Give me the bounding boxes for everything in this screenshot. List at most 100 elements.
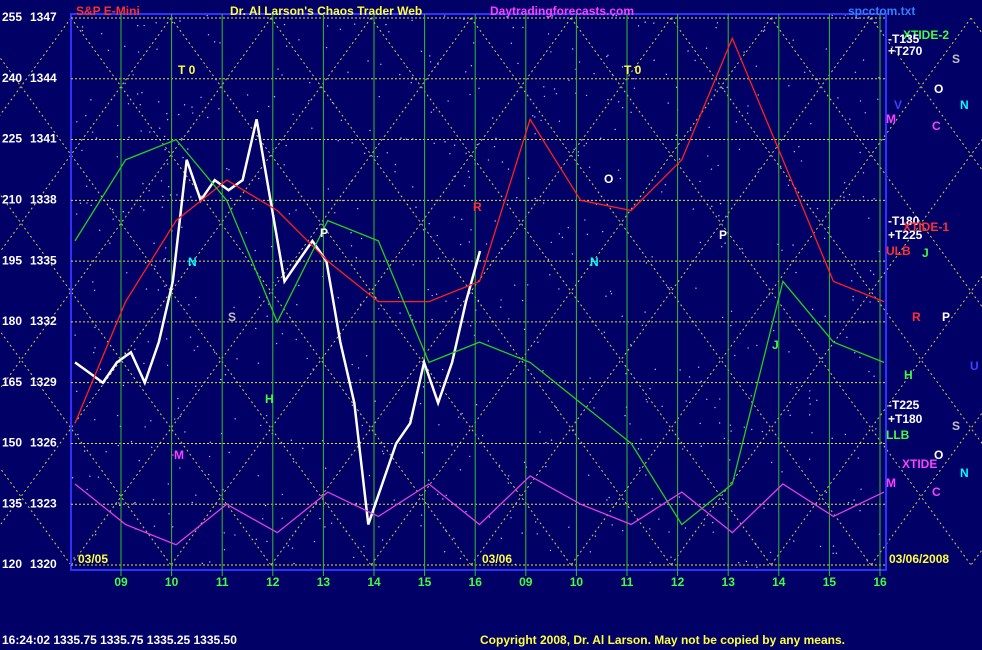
star <box>351 404 354 406</box>
x-tick-label: 13 <box>317 575 331 589</box>
star <box>507 482 510 484</box>
star <box>621 107 624 109</box>
star <box>201 562 203 565</box>
star <box>508 318 510 320</box>
star <box>226 167 228 170</box>
star <box>487 340 490 342</box>
annotation: ULB <box>886 244 911 258</box>
annotation: J <box>922 246 929 260</box>
annotation: M <box>174 448 184 462</box>
star <box>422 229 425 231</box>
star <box>705 47 708 49</box>
star <box>195 385 197 387</box>
star <box>707 155 709 157</box>
star <box>257 362 260 364</box>
star <box>568 79 570 81</box>
star <box>624 414 626 417</box>
star <box>326 25 329 27</box>
star <box>773 329 775 332</box>
star <box>267 105 270 108</box>
star <box>246 94 249 96</box>
star <box>213 41 216 43</box>
star <box>851 280 853 282</box>
annotation: N <box>960 98 969 112</box>
star <box>649 387 651 390</box>
star <box>154 265 156 267</box>
star <box>430 111 433 113</box>
star <box>621 315 623 317</box>
star <box>877 98 879 101</box>
star <box>475 404 478 406</box>
star <box>854 352 856 354</box>
star <box>610 293 613 295</box>
star <box>309 82 311 84</box>
star <box>512 26 514 29</box>
star <box>558 120 561 122</box>
annotation: P <box>320 226 328 240</box>
star <box>478 87 480 90</box>
star <box>172 526 174 528</box>
star <box>485 243 488 245</box>
star <box>124 45 126 48</box>
star <box>130 440 133 443</box>
star <box>420 50 423 53</box>
star <box>735 121 738 123</box>
star <box>827 226 830 229</box>
star <box>432 109 435 111</box>
star <box>452 258 455 260</box>
star <box>771 461 773 464</box>
star <box>585 142 588 145</box>
star <box>191 106 193 108</box>
annotation: P <box>719 228 727 242</box>
star <box>394 171 396 173</box>
chart-title: Dr. Al Larson's Chaos Trader Web <box>230 4 422 18</box>
star <box>147 341 149 343</box>
star <box>166 163 169 165</box>
star <box>166 338 168 340</box>
star <box>843 196 845 198</box>
star <box>223 548 226 551</box>
star <box>700 380 702 383</box>
star <box>859 151 861 154</box>
star <box>459 243 462 246</box>
star <box>741 248 743 250</box>
star <box>793 540 795 542</box>
star <box>793 150 796 153</box>
annotation: S <box>952 52 960 66</box>
star <box>436 493 439 496</box>
star <box>76 213 78 215</box>
star <box>437 257 440 259</box>
star <box>431 318 433 321</box>
star <box>255 538 258 541</box>
star <box>459 469 462 471</box>
star <box>445 494 447 497</box>
star <box>573 148 575 151</box>
star <box>589 377 591 379</box>
star <box>124 82 126 85</box>
star <box>337 297 339 299</box>
star <box>465 71 467 73</box>
star <box>296 304 298 306</box>
star <box>337 140 339 142</box>
star <box>527 177 530 179</box>
star <box>411 186 414 188</box>
star <box>670 286 672 289</box>
star <box>367 60 369 62</box>
star <box>692 208 695 210</box>
star <box>501 161 504 163</box>
star <box>495 137 497 139</box>
star <box>734 354 736 357</box>
star <box>593 72 595 75</box>
star <box>714 406 716 409</box>
star <box>381 539 384 541</box>
star <box>661 191 663 193</box>
star <box>769 551 772 554</box>
star <box>386 152 389 154</box>
star <box>844 433 847 436</box>
star <box>700 445 702 447</box>
star <box>77 433 79 436</box>
star <box>206 116 209 119</box>
star <box>545 465 547 468</box>
star <box>668 531 670 533</box>
